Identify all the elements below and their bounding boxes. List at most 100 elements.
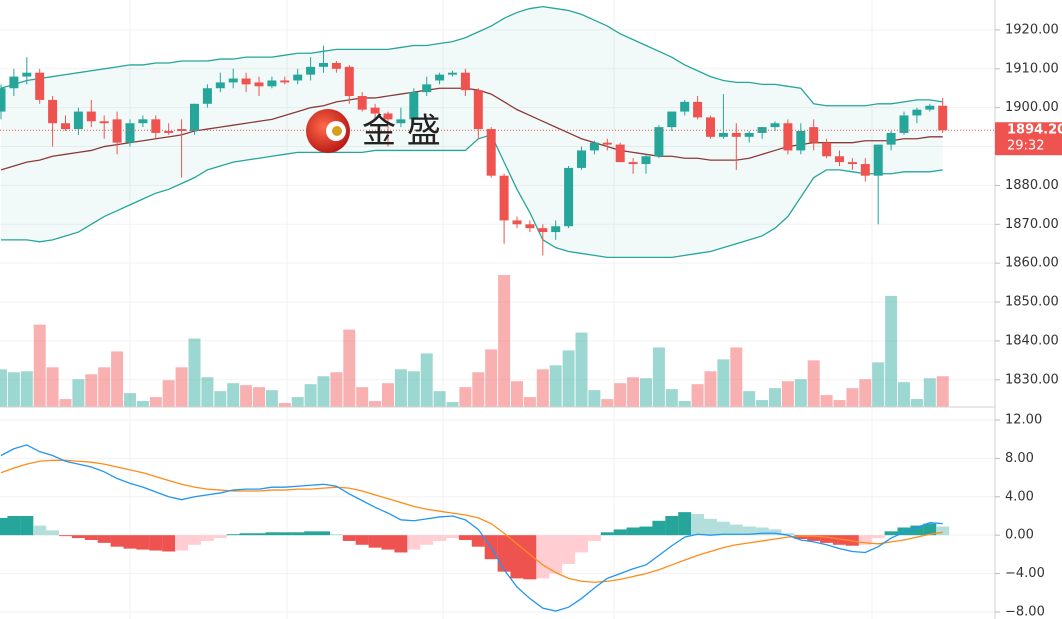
- volume-bar: [472, 372, 485, 407]
- candle-body: [744, 132, 754, 137]
- y-tick-label: 4.00: [1005, 489, 1034, 504]
- candle-body: [319, 62, 328, 67]
- macd-bar: [665, 515, 679, 536]
- macd-bar: [110, 535, 124, 547]
- candle-body: [886, 132, 896, 145]
- candle-body: [602, 142, 612, 145]
- candle-body: [357, 96, 367, 110]
- candle-body: [486, 129, 496, 176]
- macd-bar: [149, 535, 163, 551]
- y-tick-label: 12.00: [1005, 412, 1042, 427]
- candle-body: [641, 156, 651, 165]
- candle-body: [0, 88, 6, 112]
- macd-bar: [368, 535, 382, 548]
- volume-bar: [124, 393, 136, 407]
- y-tick-label: 0.00: [1005, 528, 1034, 543]
- volume-bar: [511, 381, 523, 407]
- volume-bar: [536, 369, 549, 407]
- macd-bar: [446, 535, 459, 539]
- macd-bar: [381, 535, 395, 550]
- volume-bar: [872, 362, 885, 407]
- candle-body: [551, 226, 561, 233]
- candle-body: [254, 82, 264, 87]
- macd-bar: [226, 534, 240, 536]
- logo-dot: [332, 126, 342, 136]
- macd-bar: [768, 529, 782, 536]
- candle-body: [190, 103, 199, 132]
- volume-bar: [304, 384, 317, 407]
- volume-bar: [240, 385, 253, 407]
- volume-bar: [265, 390, 278, 407]
- y-tick-label: 1840.00: [1005, 333, 1059, 348]
- macd-bar: [355, 535, 369, 545]
- macd-bar: [46, 530, 60, 536]
- macd-bar: [884, 531, 898, 536]
- macd-bar: [200, 535, 214, 541]
- volume-bar: [59, 399, 72, 407]
- volume-bar: [446, 402, 459, 407]
- macd-bar: [188, 535, 201, 545]
- volume-bar: [743, 391, 756, 407]
- candle-body: [667, 111, 677, 128]
- volume-bar: [356, 387, 369, 407]
- macd-bar: [20, 515, 34, 536]
- candle-body: [344, 66, 354, 97]
- candle-body: [873, 144, 883, 176]
- candle-body: [22, 72, 32, 77]
- volume-bar: [278, 403, 291, 407]
- macd-bar: [807, 535, 821, 541]
- volume-bar: [665, 389, 678, 407]
- macd-bar: [136, 535, 150, 550]
- macd-bar: [613, 529, 627, 536]
- candle-body: [680, 101, 690, 112]
- candle-body: [422, 84, 432, 93]
- macd-bar: [7, 515, 21, 536]
- candle-body: [718, 132, 728, 137]
- volume-bar: [136, 401, 149, 407]
- volume-bar: [394, 369, 407, 407]
- macd-bar: [871, 535, 885, 539]
- macd-bar: [794, 535, 808, 540]
- macd-bar: [549, 535, 563, 574]
- volume-bar: [781, 381, 794, 407]
- candle-body: [899, 115, 909, 133]
- volume-bar: [859, 379, 872, 407]
- volume-bar: [885, 295, 898, 407]
- volume-bar: [807, 360, 820, 407]
- candle-body: [822, 142, 832, 157]
- watermark: 金 盛: [306, 109, 441, 153]
- macd-bar: [910, 525, 924, 536]
- volume-bar: [111, 351, 124, 407]
- vertical-grid: [129, 0, 873, 619]
- macd-bar: [536, 535, 550, 579]
- volume-bar: [214, 391, 227, 407]
- macd-bar: [897, 527, 911, 536]
- candle-body: [228, 78, 238, 83]
- candle-body: [564, 167, 574, 227]
- macd-bar: [562, 535, 576, 564]
- volume-bar: [369, 401, 382, 407]
- y-tick-label: 1860.00: [1005, 256, 1059, 271]
- volume-bar: [820, 395, 833, 407]
- volume-bar: [730, 347, 743, 407]
- volume-bar: [498, 275, 511, 407]
- macd-bar: [936, 526, 950, 536]
- volume-bar: [433, 391, 446, 407]
- volume-bar: [85, 374, 98, 407]
- candle-body: [241, 78, 251, 85]
- y-tick-label: 1870.00: [1005, 217, 1059, 232]
- macd-bar: [691, 514, 705, 536]
- countdown: 29:32: [1007, 139, 1044, 154]
- volume-bar: [601, 399, 614, 407]
- candle-body: [448, 72, 457, 75]
- macd-bar: [729, 524, 743, 536]
- volume-bar: [149, 397, 162, 407]
- macd-bar: [433, 535, 447, 541]
- candle-body: [112, 119, 122, 143]
- volume-bar: [575, 332, 588, 407]
- candle-body: [860, 164, 870, 176]
- watermark-text: 金 盛: [362, 112, 441, 152]
- candle-body: [9, 76, 19, 89]
- candle-body: [202, 88, 212, 104]
- macd-bar: [587, 535, 601, 541]
